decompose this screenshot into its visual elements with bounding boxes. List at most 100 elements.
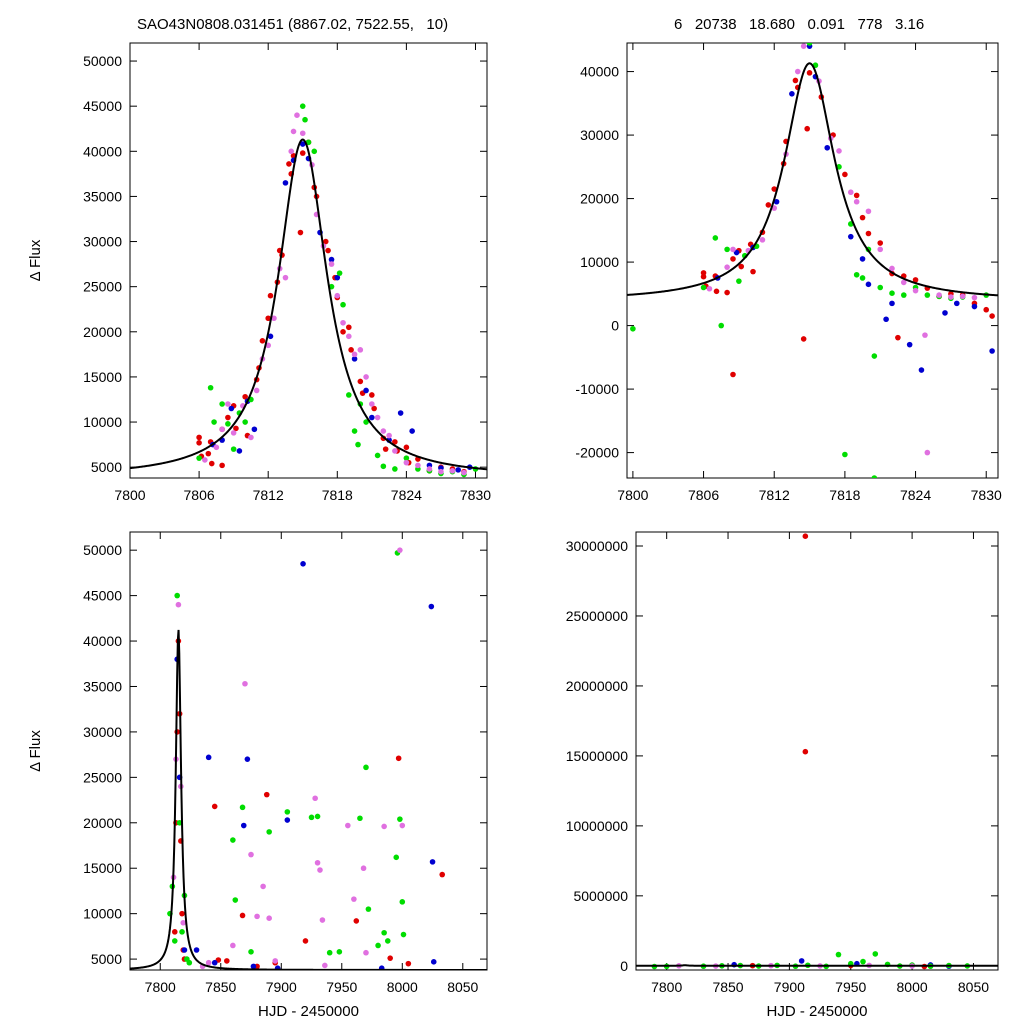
data-point-red bbox=[211, 803, 218, 810]
data-point-violet bbox=[381, 823, 387, 830]
y-tick-label: 5000 bbox=[91, 951, 122, 967]
data-point-blue bbox=[859, 256, 866, 262]
y-tick-label: 10000000 bbox=[566, 818, 629, 834]
data-point-green bbox=[399, 899, 406, 905]
y-tick-label: 5000 bbox=[91, 459, 122, 475]
data-point-violet bbox=[319, 917, 326, 923]
y-tick-label: 30000 bbox=[580, 127, 619, 143]
data-point-blue bbox=[397, 410, 404, 416]
data-point-violet bbox=[248, 851, 254, 858]
data-point-violet bbox=[426, 466, 433, 472]
data-point-violet bbox=[299, 130, 306, 137]
data-point-violet bbox=[847, 189, 854, 196]
data-point-red bbox=[865, 230, 872, 237]
data-point-blue bbox=[205, 754, 212, 761]
data-point-blue bbox=[971, 303, 978, 310]
y-tick-label: 15000 bbox=[83, 369, 122, 385]
data-point-green bbox=[835, 951, 842, 958]
data-point-green bbox=[712, 235, 719, 241]
data-point-violet bbox=[225, 401, 231, 407]
data-point-green bbox=[374, 452, 381, 459]
data-point-red bbox=[242, 393, 248, 400]
y-tick-label: 45000 bbox=[83, 588, 122, 604]
data-point-green bbox=[375, 942, 381, 949]
data-point-violet bbox=[317, 867, 323, 873]
data-point-green bbox=[219, 401, 225, 407]
data-point-blue bbox=[363, 387, 369, 394]
x-tick-label: 7824 bbox=[900, 487, 931, 503]
y-axis-label: Δ Flux bbox=[27, 239, 44, 281]
data-point-blue bbox=[250, 963, 257, 970]
data-point-violet bbox=[836, 148, 842, 154]
data-point-red bbox=[750, 268, 756, 275]
x-tick-label: 7950 bbox=[326, 979, 357, 995]
data-point-red bbox=[233, 425, 239, 432]
y-tick-label: 5000000 bbox=[573, 888, 628, 904]
data-point-green bbox=[351, 428, 358, 434]
data-point-green bbox=[211, 419, 217, 425]
y-tick-label: -10000 bbox=[575, 381, 619, 397]
data-point-violet bbox=[271, 315, 277, 322]
data-point-red bbox=[224, 958, 230, 964]
data-point-blue bbox=[244, 756, 251, 762]
data-point-green bbox=[397, 816, 403, 822]
data-point-green bbox=[302, 116, 308, 123]
data-point-green bbox=[340, 301, 346, 308]
data-point-violet bbox=[706, 285, 713, 292]
data-point-violet bbox=[800, 43, 807, 49]
data-point-violet bbox=[248, 434, 254, 441]
y-tick-label: 25000 bbox=[83, 769, 122, 785]
data-point-blue bbox=[193, 947, 200, 953]
x-tick-label: 8000 bbox=[897, 979, 928, 995]
data-point-violet bbox=[363, 374, 369, 380]
data-point-blue bbox=[942, 310, 948, 316]
y-tick-label: 20000 bbox=[580, 191, 619, 207]
x-tick-label: 7800 bbox=[114, 487, 145, 503]
data-point-violet bbox=[877, 246, 884, 253]
data-point-blue bbox=[181, 947, 188, 953]
data-point-blue bbox=[989, 348, 995, 354]
data-point-violet bbox=[272, 958, 279, 964]
x-tick-label: 7900 bbox=[266, 979, 297, 995]
data-point-red bbox=[713, 288, 720, 295]
y-tick-label: 50000 bbox=[83, 542, 122, 558]
y-tick-label: 10000 bbox=[83, 414, 122, 430]
data-point-violet bbox=[403, 459, 410, 466]
data-point-green bbox=[630, 325, 636, 332]
data-point-red bbox=[738, 263, 745, 270]
y-tick-label: 20000000 bbox=[566, 678, 629, 694]
chart-panel-bottom-left: 7800 7850 7900 7950 8000 8050 5000 10000 15000 20… bbox=[27, 531, 488, 1020]
data-point-green bbox=[380, 463, 387, 470]
x-tick-label: 7950 bbox=[835, 979, 866, 995]
data-point-red bbox=[208, 460, 215, 467]
data-point-green bbox=[806, 43, 813, 46]
data-point-red bbox=[700, 273, 707, 280]
data-point-green bbox=[384, 938, 391, 944]
data-point-red bbox=[382, 446, 389, 452]
data-point-blue bbox=[906, 341, 913, 348]
data-point-green bbox=[363, 764, 369, 771]
plot-frame bbox=[129, 531, 488, 971]
y-tick-label: 40000 bbox=[580, 64, 619, 80]
data-point-blue bbox=[889, 300, 895, 307]
x-axis-label: HJD - 2450000 bbox=[767, 1003, 868, 1020]
plot-frame bbox=[129, 42, 488, 479]
y-tick-label: 35000 bbox=[83, 678, 122, 694]
data-point-green bbox=[284, 809, 291, 815]
data-point-green bbox=[242, 419, 248, 425]
data-point-red bbox=[859, 214, 866, 221]
x-tick-label: 7806 bbox=[688, 487, 719, 503]
data-point-blue bbox=[429, 859, 436, 865]
data-point-green bbox=[230, 446, 237, 452]
data-point-violet bbox=[290, 128, 297, 135]
model-fit-curve bbox=[636, 964, 998, 967]
data-point-green bbox=[718, 322, 725, 329]
data-point-red bbox=[297, 229, 304, 236]
data-point-blue bbox=[847, 233, 854, 240]
data-point-red bbox=[765, 202, 772, 208]
data-point-blue bbox=[953, 300, 960, 307]
data-point-red bbox=[895, 334, 901, 341]
data-point-blue bbox=[328, 256, 335, 263]
data-point-violet bbox=[948, 294, 954, 300]
